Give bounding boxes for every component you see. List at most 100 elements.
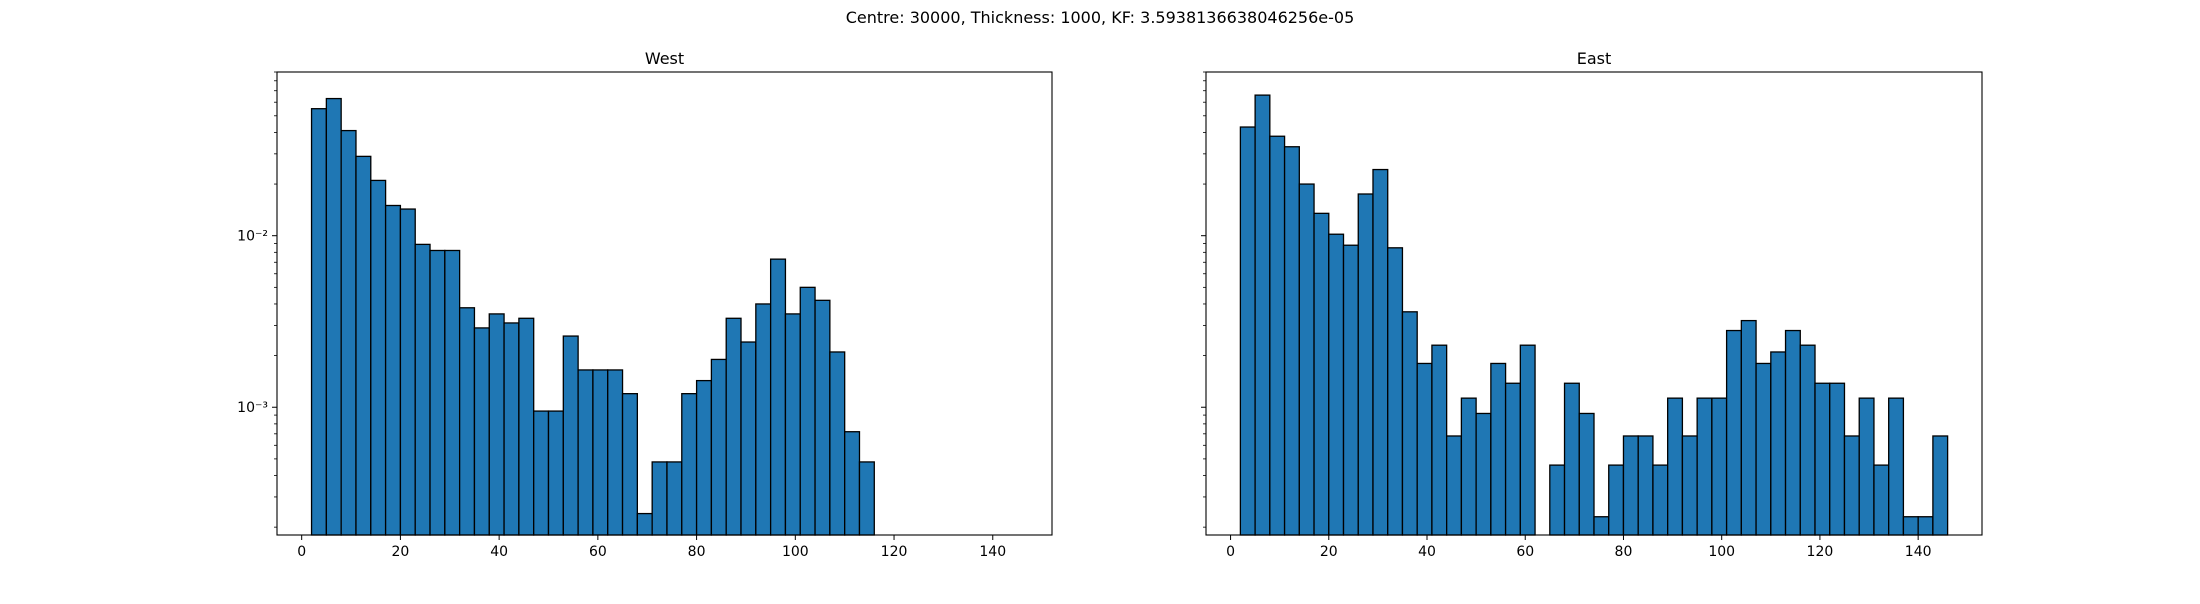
- histogram-bar: [1755, 362, 1772, 536]
- histogram-bar: [1711, 397, 1728, 536]
- x-tick-label: 140: [1905, 544, 1932, 560]
- histogram-bar: [1401, 311, 1418, 536]
- histogram-bar: [1342, 244, 1359, 536]
- histogram-bar: [340, 129, 357, 536]
- histogram-bar: [414, 243, 431, 536]
- histogram-bar: [1328, 233, 1345, 536]
- histogram-bar: [1667, 397, 1684, 536]
- histogram-bar: [1387, 247, 1404, 536]
- x-tick-label: 0: [1226, 544, 1235, 560]
- histogram-bar: [607, 369, 624, 536]
- histogram-bar: [1799, 344, 1816, 536]
- histogram-bar: [384, 204, 402, 536]
- histogram-bar: [1932, 435, 1949, 536]
- histogram-bar: [592, 369, 609, 536]
- x-tick-label: 40: [1418, 544, 1436, 560]
- histogram-bar: [1814, 382, 1831, 536]
- x-tick-label: 100: [782, 544, 809, 560]
- histogram-bar: [370, 179, 387, 536]
- histogram-bar: [1696, 397, 1713, 536]
- subplot-west: 0 20 40 60 80 100 120 140 10⁻³ 10⁻² West: [237, 49, 1053, 560]
- histogram-bar: [1843, 435, 1860, 536]
- histogram-bar: [1239, 126, 1256, 536]
- subplot-east: 0 20 40 60 80 100 120 140 East: [1201, 49, 1983, 560]
- histogram-bar: [1593, 516, 1610, 536]
- x-tick-label: 80: [688, 544, 706, 560]
- histogram-bar: [1519, 344, 1536, 536]
- histogram-bar: [636, 512, 653, 536]
- histogram-bar: [1681, 435, 1698, 536]
- histogram-bar: [503, 322, 520, 536]
- histogram-bar: [755, 303, 772, 536]
- histogram-bar: [1269, 135, 1286, 536]
- histogram-bar: [814, 299, 831, 536]
- histogram-bar: [1563, 382, 1580, 536]
- histogram-bar: [429, 249, 446, 536]
- histogram-bar: [651, 461, 668, 536]
- histogram-bar: [769, 258, 787, 536]
- x-tick-label: 20: [391, 544, 409, 560]
- figure-suptitle: Centre: 30000, Thickness: 1000, KF: 3.59…: [845, 8, 1355, 27]
- histogram-bar: [784, 313, 801, 536]
- histogram-bar: [533, 410, 550, 536]
- histogram-bar: [695, 379, 713, 536]
- histogram-bar: [1784, 329, 1801, 536]
- histogram-bar: [1357, 193, 1374, 536]
- histogram-bar: [1740, 319, 1757, 536]
- histogram-bar: [1446, 435, 1463, 536]
- y-tick-label: 10⁻³: [237, 400, 268, 416]
- histogram-bar: [547, 410, 564, 536]
- histogram-bar: [1770, 351, 1787, 536]
- histogram-bar: [1283, 146, 1300, 536]
- histogram-bar: [1578, 412, 1595, 536]
- x-tick-label: 140: [979, 544, 1006, 560]
- histogram-bar: [577, 369, 594, 536]
- x-tick-label: 120: [881, 544, 908, 560]
- x-tick-label: 20: [1320, 544, 1338, 560]
- x-tick-label: 80: [1615, 544, 1633, 560]
- histogram-bar: [310, 108, 328, 536]
- histogram-bar: [1460, 397, 1477, 536]
- x-tick-label: 60: [1516, 544, 1534, 560]
- histogram-bar: [1829, 382, 1846, 536]
- histogram-bar: [1902, 516, 1919, 536]
- histogram-bar: [355, 155, 372, 536]
- histogram-bar: [1431, 344, 1448, 536]
- histogram-bar: [1917, 516, 1934, 536]
- histogram-bar: [1490, 362, 1507, 536]
- histogram-bar: [844, 431, 861, 536]
- histogram-bar: [1608, 464, 1625, 536]
- histogram-bar: [710, 358, 727, 536]
- histogram-bar: [1725, 329, 1742, 536]
- histogram-bar: [1372, 168, 1389, 536]
- x-tick-label: 0: [297, 544, 306, 560]
- axes-frame: [1205, 71, 1983, 536]
- histogram-bar: [1298, 183, 1315, 536]
- histogram-bar: [562, 335, 579, 536]
- histogram-bar: [621, 393, 638, 536]
- histogram-bar: [1858, 397, 1875, 536]
- x-tick-label: 40: [490, 544, 508, 560]
- histogram-bar: [1622, 435, 1639, 536]
- histogram-bar: [325, 97, 342, 536]
- histogram-bar: [681, 393, 698, 536]
- histogram-bar: [829, 351, 846, 536]
- x-tick-label: 100: [1708, 544, 1735, 560]
- histogram-bar: [666, 461, 683, 536]
- histogram-bar: [1254, 94, 1271, 536]
- histogram-bar: [1549, 464, 1566, 536]
- histogram-bar: [458, 307, 476, 536]
- histogram-bar: [1313, 212, 1330, 536]
- subplot-title: West: [645, 49, 684, 68]
- histogram-bar: [473, 327, 490, 536]
- histogram-bar: [1504, 382, 1521, 536]
- x-tick-label: 120: [1807, 544, 1834, 560]
- subplot-title: East: [1577, 49, 1612, 68]
- histogram-bar: [1416, 362, 1433, 536]
- histogram-bar: [1873, 464, 1890, 536]
- x-tick-label: 60: [589, 544, 607, 560]
- axes-frame: [276, 71, 1053, 536]
- histogram-bar: [1637, 435, 1654, 536]
